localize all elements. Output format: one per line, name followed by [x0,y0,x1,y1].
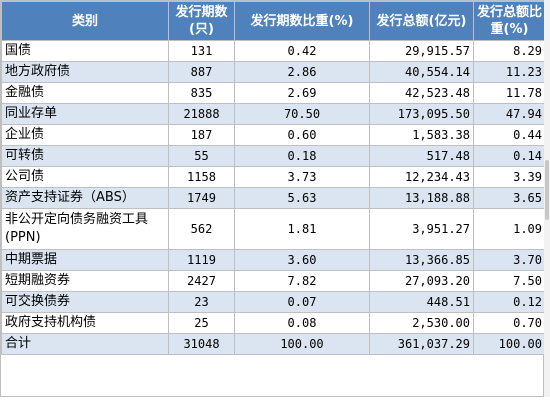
cell-amount-share: 7.50 [473,270,546,292]
cell-count: 562 [168,208,235,250]
cell-amount: 27,093.20 [369,270,474,292]
cell-amount: 42,523.48 [369,82,474,104]
header-row: 类别 发行期数(只) 发行期数比重(%) 发行总额(亿元) 发行总额比重(%) [1,1,546,41]
cell-category: 企业债 [1,124,169,146]
table-row: 金融债 835 2.69 42,523.48 11.78 [1,82,546,104]
cell-count: 31048 [168,333,235,355]
cell-count: 1158 [168,166,235,188]
cell-amount: 448.51 [369,291,474,313]
cell-amount: 13,366.85 [369,249,474,271]
cell-category: 金融债 [1,82,169,104]
cell-count-share: 0.07 [234,291,370,313]
cell-count: 187 [168,124,235,146]
cell-count: 131 [168,40,235,62]
cell-count: 25 [168,312,235,334]
cell-count-share: 5.63 [234,187,370,209]
table-row: 同业存单 21888 70.50 173,095.50 47.94 [1,103,546,125]
cell-amount: 40,554.14 [369,61,474,83]
cell-amount-share: 0.12 [473,291,546,313]
cell-amount-share: 11.78 [473,82,546,104]
cell-category: 资产支持证券（ABS） [1,187,169,209]
cell-category: 可转债 [1,145,169,167]
cell-amount-share: 0.44 [473,124,546,146]
table-row: 短期融资券 2427 7.82 27,093.20 7.50 [1,270,546,292]
cell-category: 同业存单 [1,103,169,125]
cell-amount: 173,095.50 [369,103,474,125]
header-category: 类别 [1,1,169,41]
header-amount-share: 发行总额比重(%) [473,1,546,41]
cell-count-share: 1.81 [234,208,370,250]
cell-category: 短期融资券 [1,270,169,292]
cell-count: 835 [168,82,235,104]
cell-amount: 517.48 [369,145,474,167]
bond-issuance-table: 类别 发行期数(只) 发行期数比重(%) 发行总额(亿元) 发行总额比重(%) … [1,1,546,355]
cell-count: 21888 [168,103,235,125]
table-row-total: 合计 31048 100.00 361,037.29 100.00 [1,333,546,355]
cell-count-share: 0.60 [234,124,370,146]
cell-category: 合计 [1,333,169,355]
cell-category: 可交换债券 [1,291,169,313]
cell-count-share: 3.60 [234,249,370,271]
cell-count-share: 0.08 [234,312,370,334]
cell-amount-share: 47.94 [473,103,546,125]
cell-category: 非公开定向债务融资工具(PPN) [1,208,169,250]
cell-amount: 3,951.27 [369,208,474,250]
cell-category: 地方政府债 [1,61,169,83]
cell-count-share: 100.00 [234,333,370,355]
cell-count-share: 0.42 [234,40,370,62]
cell-amount-share: 3.39 [473,166,546,188]
cell-count-share: 7.82 [234,270,370,292]
cell-amount-share: 0.14 [473,145,546,167]
cell-amount-share: 3.65 [473,187,546,209]
table-header: 类别 发行期数(只) 发行期数比重(%) 发行总额(亿元) 发行总额比重(%) [1,1,546,41]
table-row: 非公开定向债务融资工具(PPN) 562 1.81 3,951.27 1.09 [1,208,546,250]
cell-amount: 361,037.29 [369,333,474,355]
header-count: 发行期数(只) [168,1,235,41]
cell-count: 23 [168,291,235,313]
cell-amount: 29,915.57 [369,40,474,62]
cell-amount: 2,530.00 [369,312,474,334]
vertical-scrollbar[interactable] [544,0,550,397]
table-row: 中期票据 1119 3.60 13,366.85 3.70 [1,249,546,271]
cell-count: 1749 [168,187,235,209]
cell-amount: 13,188.88 [369,187,474,209]
cell-amount-share: 1.09 [473,208,546,250]
cell-count-share: 3.73 [234,166,370,188]
cell-count-share: 0.18 [234,145,370,167]
cell-amount-share: 3.70 [473,249,546,271]
header-amount: 发行总额(亿元) [369,1,474,41]
table-row: 公司债 1158 3.73 12,234.43 3.39 [1,166,546,188]
cell-count-share: 70.50 [234,103,370,125]
table-body: 国债 131 0.42 29,915.57 8.29 地方政府债 887 2.8… [1,40,546,355]
cell-category: 国债 [1,40,169,62]
table-row: 可交换债券 23 0.07 448.51 0.12 [1,291,546,313]
cell-count: 2427 [168,270,235,292]
cell-category: 政府支持机构债 [1,312,169,334]
scrollbar-thumb[interactable] [545,160,549,220]
cell-amount-share: 11.23 [473,61,546,83]
cell-count-share: 2.86 [234,61,370,83]
table-row: 资产支持证券（ABS） 1749 5.63 13,188.88 3.65 [1,187,546,209]
table-row: 地方政府债 887 2.86 40,554.14 11.23 [1,61,546,83]
cell-amount-share: 0.70 [473,312,546,334]
cell-count-share: 2.69 [234,82,370,104]
cell-amount: 12,234.43 [369,166,474,188]
cell-count: 887 [168,61,235,83]
table-row: 政府支持机构债 25 0.08 2,530.00 0.70 [1,312,546,334]
table-row: 国债 131 0.42 29,915.57 8.29 [1,40,546,62]
table-row: 企业债 187 0.60 1,583.38 0.44 [1,124,546,146]
cell-count: 55 [168,145,235,167]
cell-category: 中期票据 [1,249,169,271]
header-count-share: 发行期数比重(%) [234,1,370,41]
cell-count: 1119 [168,249,235,271]
cell-category: 公司债 [1,166,169,188]
cell-amount-share: 8.29 [473,40,546,62]
cell-amount: 1,583.38 [369,124,474,146]
cell-amount-share: 100.00 [473,333,546,355]
table-row: 可转债 55 0.18 517.48 0.14 [1,145,546,167]
